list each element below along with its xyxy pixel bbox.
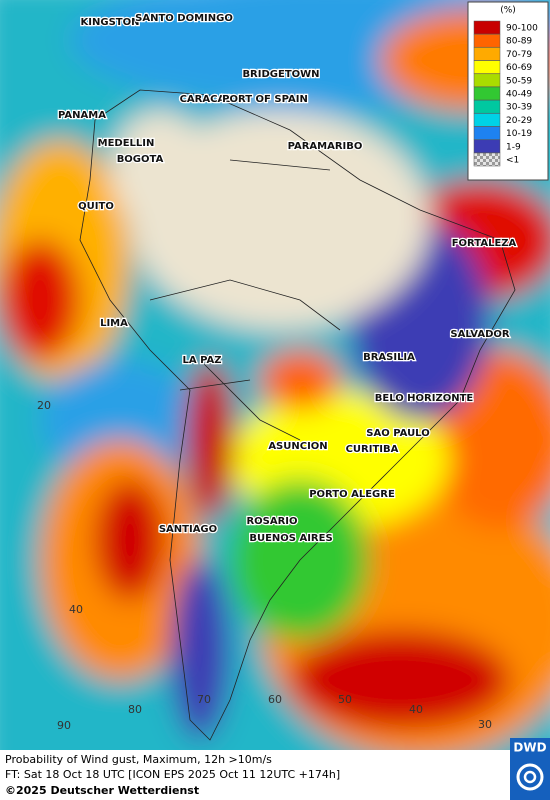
legend-label: 50-59 (506, 76, 532, 86)
legend-swatch (473, 33, 501, 48)
legend-label: 70-79 (506, 50, 532, 60)
city-labels: KINGSTON SANTO DOMINGO BRIDGETOWN CARACA… (57, 12, 518, 546)
legend-swatch (473, 60, 501, 74)
lat-label: 20 (37, 399, 51, 412)
caption-line: FT: Sat 18 Oct 18 UTC [ICON EPS 2025 Oct… (5, 768, 340, 781)
legend-swatch (473, 113, 501, 127)
city-label: LA PAZ (183, 355, 222, 366)
city-label: ASUNCION (268, 441, 327, 452)
city-label: CARACAS (180, 94, 233, 105)
city-label: SANTO DOMINGO (135, 13, 233, 24)
logo: DWD (510, 738, 550, 800)
logo-text: DWD (513, 741, 546, 755)
legend-label: 30-39 (506, 103, 532, 113)
legend-swatch (473, 47, 501, 61)
legend: (%) 90-100 80-89 70-79 60-69 50-59 40-49 30-39… (467, 1, 549, 181)
lon-label: 50 (338, 693, 352, 706)
caption: Probability of Wind gust, Maximum, 12h >… (0, 750, 510, 800)
legend-label: 80-89 (506, 37, 532, 47)
city-label: PARAMARIBO (288, 141, 363, 152)
caption-line: Probability of Wind gust, Maximum, 12h >… (5, 753, 272, 766)
city-label: BELO HORIZONTE (375, 393, 474, 404)
city-label: PANAMA (58, 110, 106, 121)
city-label: BRIDGETOWN (242, 69, 319, 80)
city-label: SALVADOR (450, 329, 510, 340)
borders (79, 89, 516, 741)
city-label: QUITO (78, 201, 114, 212)
lon-label: 80 (128, 703, 142, 716)
city-label: CURITIBA (346, 444, 399, 455)
legend-swatch (473, 20, 501, 35)
logo-icon (523, 770, 537, 784)
lon-label: 60 (268, 693, 282, 706)
city-label: BOGOTA (117, 154, 164, 165)
city-label: PORTO ALEGRE (309, 489, 395, 500)
legend-swatch (473, 126, 501, 140)
legend-swatch (473, 99, 501, 114)
city-label: SANTIAGO (159, 524, 217, 535)
lon-label: 70 (197, 693, 211, 706)
city-label: SAO PAULO (366, 428, 429, 439)
caption-line: ©2025 Deutscher Wetterdienst (5, 784, 199, 797)
logo-icon (516, 763, 544, 791)
legend-swatch (473, 73, 501, 88)
grid-labels: 20 40 90 80 70 60 50 40 30 (37, 399, 492, 732)
city-label: ROSARIO (246, 516, 297, 527)
city-label: BUENOS AIRES (249, 533, 332, 544)
legend-label: 10-19 (506, 129, 532, 139)
legend-label: <1 (506, 156, 519, 166)
city-label: KINGSTON (81, 17, 140, 28)
legend-label: 60-69 (506, 63, 532, 73)
caption-box (0, 750, 510, 800)
lon-label: 30 (478, 718, 492, 731)
city-label: MEDELLIN (98, 138, 155, 149)
legend-swatch (473, 139, 501, 154)
legend-title: (%) (500, 6, 516, 16)
legend-swatch (473, 152, 501, 167)
legend-label: 1-9 (506, 142, 521, 152)
legend-label: 20-29 (506, 116, 532, 126)
city-label: PORT OF SPAIN (222, 94, 308, 105)
lon-label: 40 (409, 703, 423, 716)
lat-label: 40 (69, 603, 83, 616)
city-label: BRASILIA (363, 352, 415, 363)
legend-swatch (473, 86, 501, 101)
city-label: LIMA (100, 318, 128, 329)
lon-label: 90 (57, 719, 71, 732)
city-label: FORTALEZA (452, 238, 517, 249)
legend-label: 90-100 (506, 24, 538, 34)
legend-label: 40-49 (506, 90, 532, 100)
